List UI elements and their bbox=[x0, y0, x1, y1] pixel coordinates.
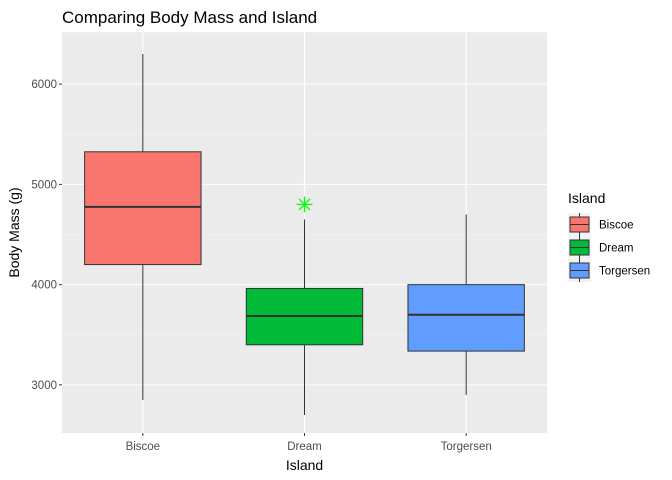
box-torgersen bbox=[407, 214, 525, 395]
y-tick-label: 6000 bbox=[31, 79, 57, 91]
box-body bbox=[84, 151, 202, 266]
box-body bbox=[407, 284, 525, 352]
y-axis-title: Body Mass (g) bbox=[6, 187, 22, 277]
x-tick-label: Torgersen bbox=[441, 441, 492, 453]
outlier-stroke bbox=[298, 198, 311, 211]
box-marks bbox=[84, 54, 525, 415]
legend-title: Island bbox=[568, 190, 605, 206]
x-tick-label: Dream bbox=[287, 441, 322, 453]
box-biscoe bbox=[84, 54, 202, 400]
x-axis: Biscoe Dream Torgersen bbox=[126, 433, 492, 453]
chart-title: Comparing Body Mass and Island bbox=[62, 8, 317, 27]
legend: Island Biscoe Dream Torgersen bbox=[568, 190, 650, 282]
y-tick-label: 5000 bbox=[31, 179, 57, 191]
y-axis: 3000 4000 5000 6000 bbox=[31, 79, 62, 392]
legend-label: Torgersen bbox=[599, 266, 650, 278]
y-tick-label: 4000 bbox=[31, 280, 57, 292]
legend-item-dream: Dream bbox=[568, 236, 634, 259]
x-axis-title: Island bbox=[286, 457, 323, 473]
y-tick-label: 3000 bbox=[31, 380, 57, 392]
legend-label: Biscoe bbox=[599, 220, 634, 232]
outlier-point bbox=[296, 196, 313, 213]
legend-item-torgersen: Torgersen bbox=[568, 259, 650, 282]
box-dream bbox=[245, 196, 364, 415]
legend-label: Dream bbox=[599, 243, 634, 255]
legend-item-biscoe: Biscoe bbox=[568, 213, 634, 236]
x-tick-label: Biscoe bbox=[126, 441, 161, 453]
